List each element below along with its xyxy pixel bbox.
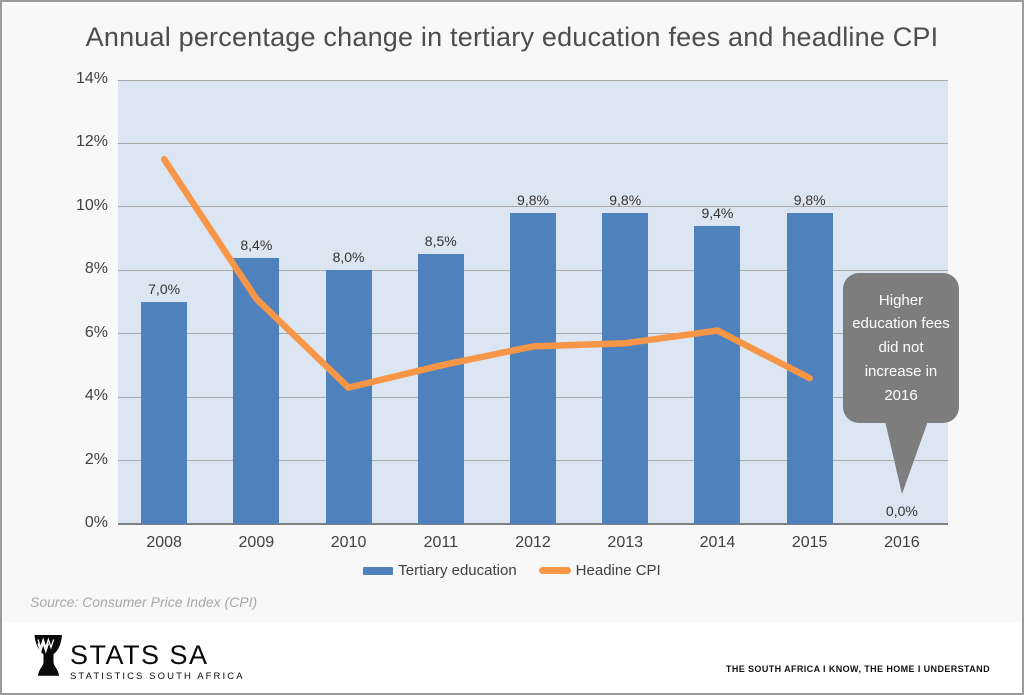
chart-card: Annual percentage change in tertiary edu… — [2, 2, 1022, 622]
drum-logo-icon — [34, 635, 62, 676]
y-tick-label-0%: 0% — [84, 514, 108, 531]
legend-label: Headine CPI — [575, 562, 661, 579]
x-tick-label-2009: 2009 — [238, 534, 275, 551]
callout-tail-icon — [885, 421, 928, 494]
bar-value-label-2008: 7,0% — [148, 281, 181, 297]
bar-value-label-2012: 9,8% — [517, 192, 549, 209]
bar-2014 — [694, 225, 741, 524]
bar-2013 — [602, 213, 649, 524]
legend-item-bar: Tertiary education — [363, 562, 517, 579]
y-tick-label-2%: 2% — [84, 450, 108, 468]
callout-text: Higher education fees did not increase i… — [852, 291, 950, 404]
gridline-14 — [118, 79, 948, 81]
bar-2012 — [510, 213, 556, 524]
footer-bar: STATS SA STATISTICS SOUTH AFRICA THE SOU… — [2, 622, 1022, 693]
x-tick-label-2011: 2011 — [423, 534, 458, 551]
x-tick-label-2016: 2016 — [884, 534, 920, 551]
statssa-logo: STATS SA STATISTICS SOUTH AFRICA — [33, 634, 245, 682]
gridline-10 — [118, 206, 948, 208]
x-tick-label-2013: 2013 — [607, 534, 644, 551]
y-tick-label-12%: 12% — [75, 133, 108, 151]
x-tick-label-2015: 2015 — [791, 534, 828, 551]
chart-title: Annual percentage change in tertiary edu… — [85, 22, 939, 52]
x-tick-label-2014: 2014 — [699, 534, 736, 551]
legend-marker-line — [538, 567, 571, 574]
cpi-line — [160, 156, 813, 391]
x-tick-label-2010: 2010 — [330, 534, 367, 551]
logo-subtitle: STATISTICS SOUTH AFRICA — [70, 671, 245, 682]
legend-label: Tertiary education — [398, 562, 517, 579]
bar-value-label-2010: 8,0% — [332, 249, 365, 266]
plot-area: 7,0% 8,4% 8,0% 8,5% 9,8% 9,8% 9,4% 9,8% 0,0% — [118, 79, 948, 525]
y-tick-label-4%: 4% — [84, 387, 108, 405]
bar-value-label-2009: 8,4% — [240, 236, 273, 253]
footer-tagline: THE SOUTH AFRICA I KNOW, THE HOME I UNDE… — [725, 664, 990, 674]
source-note: Source: Consumer Price Index (CPI) — [30, 594, 258, 610]
logo-text: STATS SA STATISTICS SOUTH AFRICA — [70, 634, 245, 683]
y-tick-label-8%: 8% — [84, 260, 108, 278]
y-tick-label-14%: 14% — [75, 70, 108, 87]
x-axis-line — [118, 523, 948, 525]
y-tick-label-10%: 10% — [75, 196, 108, 214]
gridline-12 — [118, 142, 948, 144]
y-tick-label-6%: 6% — [84, 323, 108, 341]
bar-value-label-2014: 9,4% — [701, 204, 734, 221]
callout-bubble: Higher education fees did not increase i… — [843, 273, 959, 423]
legend-item-line: Headine CPI — [538, 562, 661, 579]
bar-value-label-2013: 9,8% — [609, 192, 642, 209]
bar-2011 — [417, 254, 464, 524]
chart-legend: Tertiary education Headine CPI — [2, 562, 1022, 579]
bar-value-label-2016: 0,0% — [885, 503, 918, 519]
x-tick-label-2012: 2012 — [515, 534, 551, 551]
logo-title: STATS SA — [70, 640, 209, 670]
bar-2010 — [325, 270, 372, 524]
x-tick-label-2008: 2008 — [146, 534, 182, 551]
legend-marker-bar — [363, 566, 394, 575]
bar-value-label-2011: 8,5% — [424, 233, 457, 250]
bar-value-label-2015: 9,8% — [793, 192, 826, 209]
bar-2008 — [141, 302, 188, 524]
